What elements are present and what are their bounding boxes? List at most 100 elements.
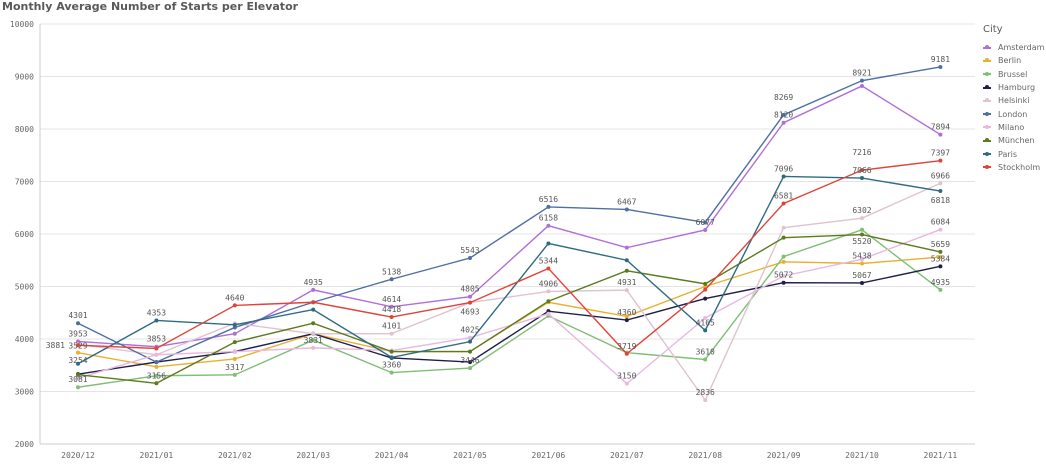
legend-item[interactable]: London: [983, 107, 1044, 120]
legend-item[interactable]: Hamburg: [983, 81, 1044, 94]
data-label: 6084: [931, 218, 950, 227]
legend-item[interactable]: Helsinki: [983, 94, 1044, 107]
data-point: [938, 249, 943, 254]
data-label: 5138: [382, 267, 401, 276]
x-tick-label: 2021/02: [218, 451, 252, 460]
y-tick-label: 8000: [15, 125, 34, 134]
x-tick-label: 2021/11: [924, 451, 958, 460]
data-point: [938, 189, 943, 194]
legend-title: City: [983, 24, 1003, 35]
legend-swatch: [983, 164, 991, 169]
x-tick-label: 2021/08: [688, 451, 722, 460]
y-tick-label: 5000: [15, 283, 34, 292]
data-point: [311, 338, 316, 343]
data-label: 3853: [147, 335, 166, 344]
data-point: [546, 241, 551, 246]
data-point: [781, 174, 786, 179]
data-point: [546, 299, 551, 304]
legend-swatch: [983, 71, 991, 76]
data-point: [781, 235, 786, 240]
series-line-paris: [77, 175, 941, 365]
data-label: 4805: [460, 285, 479, 294]
y-tick-label: 4000: [15, 335, 34, 344]
legend-item[interactable]: Paris: [983, 147, 1044, 160]
data-point: [703, 287, 708, 292]
legend-item[interactable]: Berlin: [983, 54, 1044, 67]
data-label: 9181: [931, 55, 950, 64]
data-point: [703, 227, 708, 232]
data-point: [938, 287, 943, 292]
data-point: [781, 120, 786, 125]
series-line-münchen: [77, 233, 941, 385]
data-point: [311, 300, 316, 305]
data-label: 4360: [617, 308, 636, 317]
data-point: [468, 360, 472, 365]
data-point: [624, 351, 629, 356]
data-label: 6077: [696, 218, 715, 227]
data-label: 4353: [147, 308, 166, 317]
legend-label: Berlin: [998, 56, 1022, 66]
data-point: [703, 281, 708, 286]
data-label: 4935: [931, 278, 950, 287]
data-point: [781, 254, 786, 259]
data-point: [389, 331, 394, 336]
data-label: 4025: [460, 326, 479, 335]
data-point: [860, 78, 864, 83]
data-point: [624, 268, 629, 273]
x-tick-label: 2021/06: [532, 451, 566, 460]
data-point: [781, 259, 786, 264]
legend-item[interactable]: Amsterdam: [983, 41, 1044, 54]
data-point: [938, 181, 943, 186]
data-point: [938, 64, 943, 69]
data-point: [468, 339, 472, 344]
data-point: [154, 352, 159, 357]
series-line-brussel: [77, 229, 941, 388]
line-chart: 2000 3000 4000 5000 6000 7000 8000 9000 10000 202…: [10, 20, 975, 460]
legend-swatch: [983, 151, 991, 156]
data-point: [154, 364, 159, 369]
y-tick-label: 10000: [10, 20, 34, 29]
legend-item[interactable]: München: [983, 134, 1044, 147]
data-label: 4640: [225, 293, 244, 302]
data-point: [546, 223, 551, 228]
data-point: [232, 340, 237, 345]
data-label: 4931: [617, 278, 636, 287]
data-label: 7894: [931, 123, 950, 132]
data-point: [624, 381, 629, 386]
data-point: [389, 304, 394, 309]
data-point: [546, 289, 551, 294]
data-point: [232, 372, 237, 377]
data-label: 8921: [852, 69, 871, 78]
data-point: [232, 349, 237, 354]
data-point: [860, 227, 864, 232]
series-line-berlin: [77, 256, 941, 368]
data-label: 5344: [539, 256, 558, 265]
data-point: [624, 245, 629, 250]
data-point: [468, 349, 472, 354]
x-tick-label: 2021/04: [375, 451, 409, 460]
data-point: [703, 220, 708, 225]
data-label: 5384: [931, 254, 950, 263]
data-label: 6158: [539, 214, 558, 223]
data-label: 4906: [539, 279, 558, 288]
data-label: 3953: [68, 329, 87, 338]
data-label: 6467: [617, 197, 636, 206]
series-line-london: [77, 66, 941, 363]
legend-swatch: [983, 58, 991, 63]
legend-swatch: [983, 138, 991, 143]
legend-item[interactable]: Milano: [983, 121, 1044, 134]
legend-label: Paris: [998, 149, 1018, 159]
data-label: 8269: [774, 93, 793, 102]
data-label: 5438: [852, 252, 871, 261]
legend-item[interactable]: Brussel: [983, 68, 1044, 81]
data-point: [703, 316, 708, 320]
data-point: [154, 346, 159, 351]
data-point: [468, 366, 472, 371]
data-point: [389, 355, 394, 360]
data-label: 4165: [696, 318, 715, 327]
legend-item[interactable]: Stockholm: [983, 161, 1044, 174]
y-tick-label: 3000: [15, 388, 34, 397]
series-line-stockholm: [77, 159, 941, 355]
data-point: [232, 356, 237, 361]
data-label: 5520: [852, 237, 871, 246]
